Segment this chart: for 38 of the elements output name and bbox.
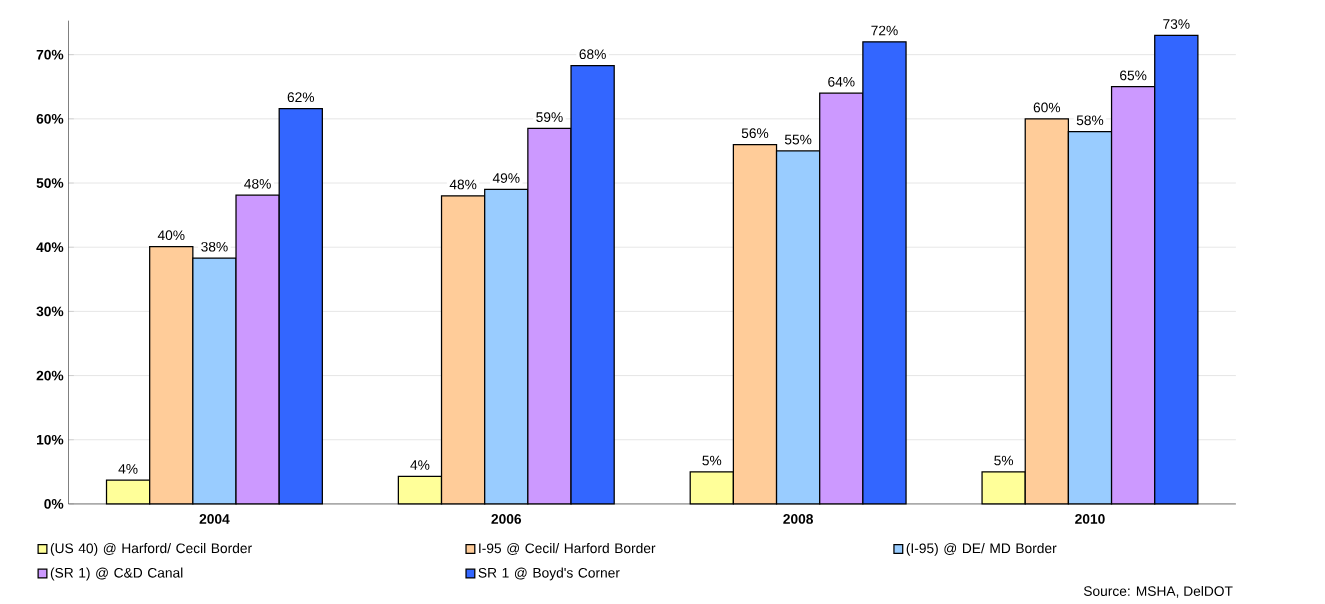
data-label: 5% xyxy=(702,455,722,466)
legend-label: I-95 @ Cecil/ Harford Border xyxy=(479,542,656,555)
x-tick-label: 2004 xyxy=(199,513,230,524)
data-label: 58% xyxy=(1076,115,1104,125)
data-label: 65% xyxy=(1120,70,1147,81)
data-label: 59% xyxy=(536,112,563,122)
y-tick-label: 40% xyxy=(36,242,64,252)
data-label: 55% xyxy=(784,134,812,145)
data-label: 4% xyxy=(410,460,430,470)
data-label: 38% xyxy=(201,241,228,252)
data-label: 68% xyxy=(579,49,606,59)
x-tick-label: 2010 xyxy=(1075,513,1105,524)
y-tick-label: 20% xyxy=(36,370,64,381)
y-tick-label: 0% xyxy=(44,498,64,509)
x-tick-label: 2006 xyxy=(491,513,522,524)
y-tick-label: 30% xyxy=(36,306,64,317)
data-label: 48% xyxy=(244,178,271,189)
data-label: 60% xyxy=(1033,102,1061,113)
data-label: 62% xyxy=(287,92,315,102)
y-tick-label: 60% xyxy=(36,113,64,124)
data-label: 56% xyxy=(741,128,769,138)
legend-label: (I-95) @ DE/ MD Border xyxy=(906,542,1057,556)
y-tick-label: 50% xyxy=(36,177,64,188)
data-label: 40% xyxy=(157,230,185,240)
data-label: 73% xyxy=(1163,18,1190,29)
data-label: 5% xyxy=(994,455,1014,466)
y-tick-label: 10% xyxy=(36,434,64,445)
data-label: 49% xyxy=(492,173,520,183)
data-label: 64% xyxy=(828,76,855,87)
source-note: Source: MSHA, DelDOT xyxy=(1083,585,1233,598)
legend-label: (US 40) @ Harford/ Cecil Border xyxy=(50,542,252,556)
x-tick-label: 2008 xyxy=(783,513,813,524)
data-label: 72% xyxy=(871,25,898,36)
legend-label: SR 1 @ Boyd's Corner xyxy=(478,567,620,581)
legend-label: (SR 1) @ C&D Canal xyxy=(50,567,183,581)
y-tick-label: 70% xyxy=(36,49,64,60)
data-label: 48% xyxy=(449,179,477,190)
data-label: 4% xyxy=(118,463,138,474)
